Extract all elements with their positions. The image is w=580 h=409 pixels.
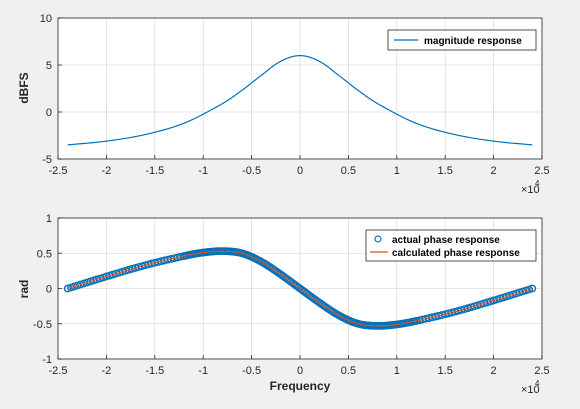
y-tick-label: 5 — [46, 60, 52, 72]
y-tick-label: 0 — [46, 284, 52, 296]
phase-legend: actual phase response calculated phase r… — [365, 229, 537, 262]
x-tick-label: -2 — [102, 165, 112, 177]
y-tick-label: 1 — [46, 213, 52, 225]
x-tick-label: 2 — [491, 165, 497, 177]
phase-x-exponent-base: ×10 — [521, 384, 540, 396]
x-tick-label: -0.5 — [242, 365, 261, 377]
x-tick-label: -1.5 — [145, 365, 164, 377]
x-tick-label: 0.5 — [341, 165, 356, 177]
phase-legend-label-calculated: calculated phase response — [392, 248, 520, 259]
y-tick-label: -1 — [42, 354, 52, 366]
x-tick-label: -2 — [102, 365, 112, 377]
phase-legend-label-actual: actual phase response — [392, 235, 500, 246]
x-tick-label: 2.5 — [534, 365, 549, 377]
phase-x-exponent: ×10 4 — [521, 379, 540, 396]
magnitude-plot: -2.5 -2 -1.5 -1 -0.5 0 0.5 1 1.5 2 2.5 -5 0 5 10 dBFS… — [17, 13, 550, 196]
magnitude-x-exponent-power: 4 — [535, 179, 540, 188]
phase-x-ticks: -2.5 -2 -1.5 -1 -0.5 0 0.5 1 1.5 2 2.5 — [49, 355, 550, 377]
x-tick-label: -1 — [198, 165, 208, 177]
magnitude-x-exponent-base: ×10 — [521, 184, 540, 196]
x-tick-label: -0.5 — [242, 165, 261, 177]
x-tick-label: 1.5 — [438, 365, 453, 377]
magnitude-y-ticks: -5 0 5 10 — [40, 13, 62, 166]
magnitude-legend-label: magnitude response — [424, 36, 522, 47]
x-tick-label: 1 — [394, 165, 400, 177]
magnitude-x-ticks: -2.5 -2 -1.5 -1 -0.5 0 0.5 1 1.5 2 2.5 — [49, 155, 550, 177]
phase-series — [63, 247, 537, 330]
phase-x-exponent-power: 4 — [535, 379, 540, 388]
phase-legend-box — [365, 229, 537, 262]
phase-plot: -2.5 -2 -1.5 -1 -0.5 0 0.5 1 1.5 2 2.5 -1 -0.5 0 0.5 1… — [17, 213, 550, 396]
y-tick-label: -0.5 — [33, 319, 52, 331]
x-tick-label: 0 — [297, 365, 303, 377]
magnitude-x-exponent: ×10 4 — [521, 179, 540, 196]
magnitude-y-label: dBFS — [17, 72, 31, 103]
y-tick-label: 0 — [46, 107, 52, 119]
x-tick-label: -2.5 — [49, 365, 68, 377]
magnitude-series — [67, 54, 533, 146]
phase-y-label: rad — [17, 280, 31, 299]
phase-x-label: Frequency — [270, 379, 331, 393]
phase-y-ticks: -1 -0.5 0 0.5 1 — [33, 213, 62, 366]
magnitude-legend-box — [387, 29, 537, 51]
x-tick-label: -2.5 — [49, 165, 68, 177]
y-tick-label: 10 — [40, 13, 52, 25]
phase-calculated-line — [67, 250, 533, 327]
magnitude-legend: magnitude response — [387, 29, 537, 51]
x-tick-label: -1.5 — [145, 165, 164, 177]
phase-actual-point — [528, 284, 537, 293]
x-tick-label: 0 — [297, 165, 303, 177]
x-tick-label: 1 — [394, 365, 400, 377]
x-tick-label: 0.5 — [341, 365, 356, 377]
y-tick-label: 0.5 — [37, 248, 52, 260]
x-tick-label: 2 — [491, 365, 497, 377]
x-tick-label: 2.5 — [534, 165, 549, 177]
x-tick-label: 1.5 — [438, 165, 453, 177]
phase-actual-point — [525, 285, 533, 294]
y-tick-label: -5 — [42, 154, 52, 166]
magnitude-line — [67, 54, 533, 146]
phase-legend-marker — [374, 235, 382, 243]
x-tick-label: -1 — [198, 365, 208, 377]
